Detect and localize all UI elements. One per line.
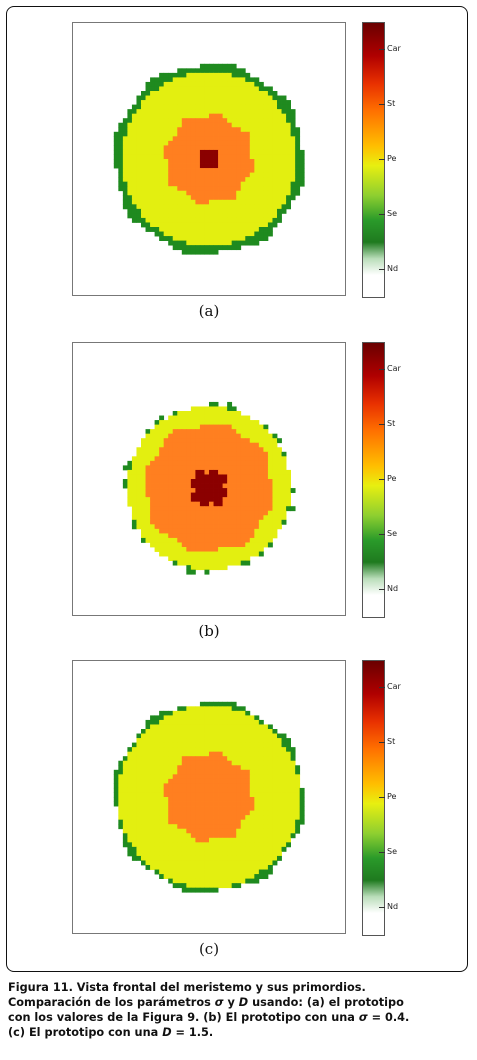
colorbar-tick-mark [379, 268, 385, 270]
panel-a: Car St Pe Se Nd (a) [0, 0, 477, 320]
colorbar-tick-label: Nd [387, 583, 399, 593]
meristem-plot-b [72, 342, 346, 616]
meristem-plot-a [72, 22, 346, 296]
colorbar-gradient [363, 23, 384, 297]
colorbar-tick-mark [379, 851, 385, 853]
caption-line-2b: y [223, 996, 239, 1009]
panel-label-c: (c) [198, 940, 220, 958]
colorbar-tick-label: St [387, 419, 396, 429]
colorbar-c [362, 660, 385, 936]
colorbar-tick-mark [379, 533, 385, 535]
caption-line-4a: (c) El prototipo con una [8, 1026, 163, 1039]
colorbar-tick-label: Car [387, 364, 401, 374]
colorbar-tick-mark [379, 424, 385, 426]
colorbar-tick-label: St [387, 737, 396, 747]
colorbar-gradient [363, 343, 384, 617]
caption-line-2c: usando: (a) el prototipo [248, 996, 404, 1009]
colorbar-tick-mark [379, 213, 385, 215]
colorbar-tick-label: Nd [387, 901, 399, 911]
caption-line-1: Figura 11. Vista frontal del meristemo y… [8, 981, 366, 994]
panel-label-a: (a) [198, 302, 220, 320]
panel-label-b: (b) [198, 622, 220, 640]
colorbar-tick-label: Car [387, 682, 401, 692]
colorbar-tick-mark [379, 159, 385, 160]
colorbar-tick-label: Pe [387, 154, 397, 163]
figure-caption: Figura 11. Vista frontal del meristemo y… [8, 980, 470, 1040]
panel-b: Car St Pe Se Nd (b) [0, 320, 477, 640]
colorbar-tick-label: Nd [387, 263, 399, 273]
colorbar-tick-mark [379, 49, 385, 51]
caption-line-3a: con los valores de la Figura 9. (b) El p… [8, 1011, 359, 1024]
colorbar-tick-mark [379, 797, 385, 798]
colorbar-gradient [363, 661, 384, 935]
caption-line-3b: = 0.4. [367, 1011, 410, 1024]
meristem-region-map [113, 63, 305, 255]
colorbar-tick-label: Pe [387, 792, 397, 801]
caption-line-4b: = 1.5. [171, 1026, 214, 1039]
colorbar-tick-mark [379, 588, 385, 590]
colorbar-b [362, 342, 385, 618]
panel-c: Car St Pe Se Nd (c) [0, 640, 477, 960]
meristem-region-map [113, 701, 305, 893]
meristem-plot-c [72, 660, 346, 934]
colorbar-tick-label: Se [387, 846, 397, 856]
sigma-symbol: σ [358, 1011, 368, 1024]
sigma-symbol: σ [214, 996, 224, 1009]
colorbar-tick-mark [379, 742, 385, 744]
colorbar-tick-label: St [387, 99, 396, 109]
caption-line-2a: Comparación de los parámetros [8, 996, 215, 1009]
colorbar-tick-mark [379, 479, 385, 480]
colorbar-tick-mark [379, 369, 385, 371]
d-symbol: D [238, 996, 249, 1009]
colorbar-tick-mark [379, 687, 385, 689]
colorbar-tick-mark [379, 104, 385, 106]
d-symbol: D [162, 1026, 172, 1039]
colorbar-tick-label: Pe [387, 474, 397, 483]
meristem-region-map [122, 401, 296, 575]
colorbar-tick-label: Se [387, 528, 397, 538]
colorbar-tick-mark [379, 906, 385, 908]
colorbar-tick-label: Se [387, 208, 397, 218]
colorbar-tick-label: Car [387, 44, 401, 54]
colorbar-a [362, 22, 385, 298]
